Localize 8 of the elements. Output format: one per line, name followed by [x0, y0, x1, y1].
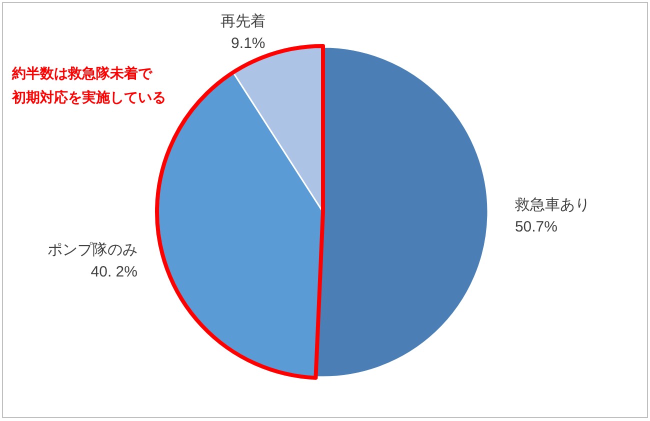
text: 初期対応を実施している: [12, 90, 166, 106]
slice-label: 再先着: [220, 13, 266, 30]
slice-label: ポンプ隊のみ: [47, 241, 138, 258]
slice-label: 救急車あり: [514, 196, 590, 214]
data-label: 40. 2%: [90, 263, 138, 280]
data-label: 9.1%: [231, 35, 266, 52]
data-label: 50.7%: [514, 218, 558, 236]
text: 約半数は救急隊未着で: [12, 66, 152, 82]
